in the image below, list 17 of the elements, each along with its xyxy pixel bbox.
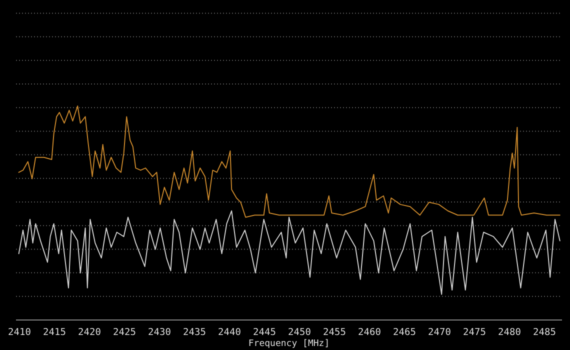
x-tick-label: 2455 (323, 327, 346, 338)
x-tick-label: 2420 (78, 327, 102, 338)
x-tick-label: 2425 (113, 327, 136, 338)
x-tick-label: 2430 (148, 327, 172, 338)
x-tick-label: 2475 (463, 327, 486, 338)
x-tick-label: 2445 (253, 327, 276, 338)
x-tick-label: 2480 (498, 327, 522, 338)
x-tick-label: 2440 (218, 327, 242, 338)
x-tick-label: 2435 (183, 327, 206, 338)
x-tick-label: 2415 (43, 327, 66, 338)
x-tick-label: 2465 (393, 327, 416, 338)
x-tick-label: 2450 (288, 327, 312, 338)
x-tick-label: 2485 (533, 327, 556, 338)
x-tick-label: 2460 (358, 327, 382, 338)
x-tick-label: 2410 (8, 327, 32, 338)
x-tick-label: 2470 (428, 327, 452, 338)
x-axis-title: Frequency [MHz] (248, 339, 330, 349)
